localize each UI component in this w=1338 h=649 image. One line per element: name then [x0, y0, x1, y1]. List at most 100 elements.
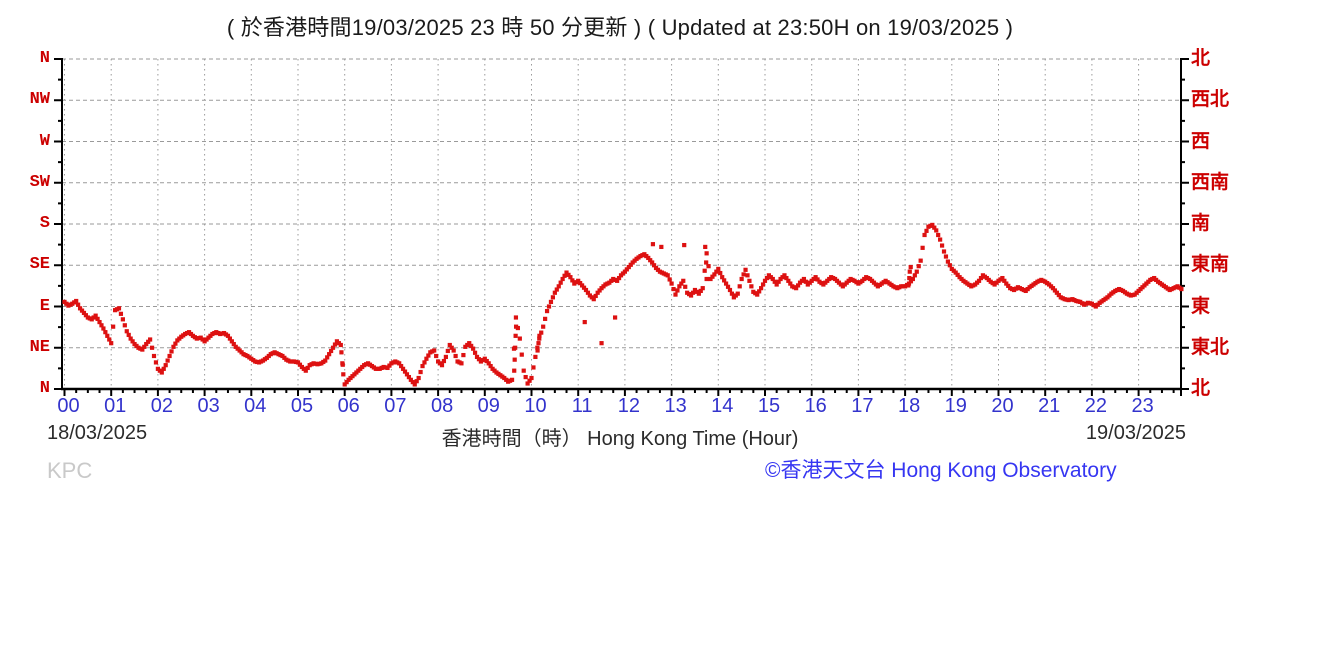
wind-direction-point [513, 333, 518, 338]
wind-direction-point [784, 275, 789, 281]
wind-direction-point [512, 357, 517, 362]
wind-direction-point [667, 277, 672, 282]
wind-direction-point [122, 323, 127, 328]
wind-direction-point [782, 273, 787, 278]
direction-label-left: W [39, 131, 50, 151]
wind-direction-point [424, 356, 429, 361]
wind-direction-point [338, 342, 343, 348]
wind-direction-point [1004, 281, 1009, 286]
wind-direction-point [529, 375, 534, 381]
wind-direction-point [81, 310, 87, 316]
wind-direction-point [585, 290, 591, 295]
wind-direction-point [142, 344, 147, 349]
wind-direction-point [560, 276, 565, 282]
wind-direction-point [541, 324, 546, 329]
wind-direction-point [111, 324, 116, 329]
wind-direction-point [169, 349, 174, 354]
wind-direction-point [109, 341, 114, 346]
wind-direction-point [95, 316, 100, 321]
hour-tick-label: 23 [1131, 395, 1154, 417]
wind-direction-point [482, 356, 487, 361]
wind-direction-point [513, 315, 519, 320]
wind-direction-point [708, 276, 713, 282]
wind-direction-point [153, 360, 159, 365]
wind-direction-point [486, 361, 491, 366]
wind-direction-point [340, 361, 345, 366]
wind-direction-point [410, 380, 415, 385]
wind-direction-point [735, 291, 740, 296]
wind-direction-point [328, 348, 334, 354]
wind-direction-point [599, 341, 604, 346]
wind-direction-point [1002, 278, 1007, 283]
wind-direction-point [759, 286, 764, 291]
wind-direction-point [813, 275, 818, 280]
wind-direction-point [449, 345, 454, 350]
direction-label-right: 東 [1191, 295, 1211, 317]
wind-direction-point [537, 333, 542, 338]
wind-direction-point [612, 315, 618, 320]
wind-direction-point [947, 263, 952, 268]
wind-direction-point [149, 345, 155, 350]
wind-direction-point [704, 251, 709, 256]
hour-tick-label: 03 [197, 395, 220, 417]
wind-direction-point [906, 283, 911, 288]
wind-direction-point [443, 354, 448, 360]
wind-direction-point [339, 350, 344, 355]
wind-direction-point [566, 272, 571, 277]
wind-direction-point [688, 293, 694, 298]
wind-direction-point [344, 380, 349, 385]
observatory-copyright-link[interactable]: ©香港天文台 Hong Kong Observatory [765, 459, 1117, 482]
hour-tick-label: 20 [991, 395, 1014, 417]
wind-direction-point [533, 354, 538, 360]
wind-direction-point [908, 279, 914, 284]
wind-direction-point [459, 361, 464, 366]
wind-direction-point [229, 339, 234, 344]
wind-direction-point [741, 272, 746, 277]
wind-direction-point [130, 339, 135, 344]
wind-direction-point [615, 278, 620, 283]
wind-direction-point [101, 326, 106, 331]
wind-direction-point [930, 222, 935, 228]
date-label-left: 18/03/2025 [47, 422, 148, 444]
wind-direction-point [447, 342, 452, 348]
wind-direction-point [471, 346, 476, 351]
wind-direction-point [907, 269, 912, 274]
wind-direction-point [702, 268, 707, 273]
wind-direction-point [434, 353, 439, 359]
wind-direction-point [675, 288, 680, 293]
hour-tick-label: 17 [851, 395, 874, 417]
wind-direction-point [583, 287, 589, 293]
direction-label-left: N [39, 379, 50, 398]
wind-direction-point [665, 273, 670, 278]
wind-direction-point [710, 274, 715, 279]
wind-direction-point [146, 339, 151, 344]
wind-direction-point [303, 368, 308, 373]
hour-tick-label: 19 [944, 395, 967, 417]
hour-tick-label: 07 [384, 395, 407, 417]
wind-direction-point [144, 341, 149, 347]
wind-direction-point [714, 269, 719, 274]
wind-direction-point [325, 355, 330, 360]
wind-direction-point [420, 363, 425, 369]
wind-direction-point [776, 279, 781, 284]
wind-direction-point [910, 276, 915, 282]
wind-direction-point [729, 291, 735, 296]
wind-direction-point [469, 343, 474, 349]
wind-direction-point [167, 353, 172, 359]
hour-tick-label: 04 [244, 395, 267, 417]
wind-direction-point [399, 363, 404, 369]
hour-tick-label: 13 [664, 395, 687, 417]
wind-direction-point [932, 225, 937, 230]
wind-direction-point [770, 276, 775, 282]
station-code-label: KPC [47, 458, 93, 483]
wind-direction-point [231, 341, 236, 347]
wind-direction-point [941, 249, 947, 254]
wind-direction-point [669, 281, 674, 286]
wind-direction-point [650, 260, 655, 265]
wind-direction-point [562, 273, 567, 278]
wind-direction-point [305, 365, 310, 371]
wind-direction-point [591, 297, 596, 302]
wind-direction-point [474, 354, 480, 360]
wind-direction-point [539, 330, 544, 335]
wind-direction-point [696, 291, 701, 296]
